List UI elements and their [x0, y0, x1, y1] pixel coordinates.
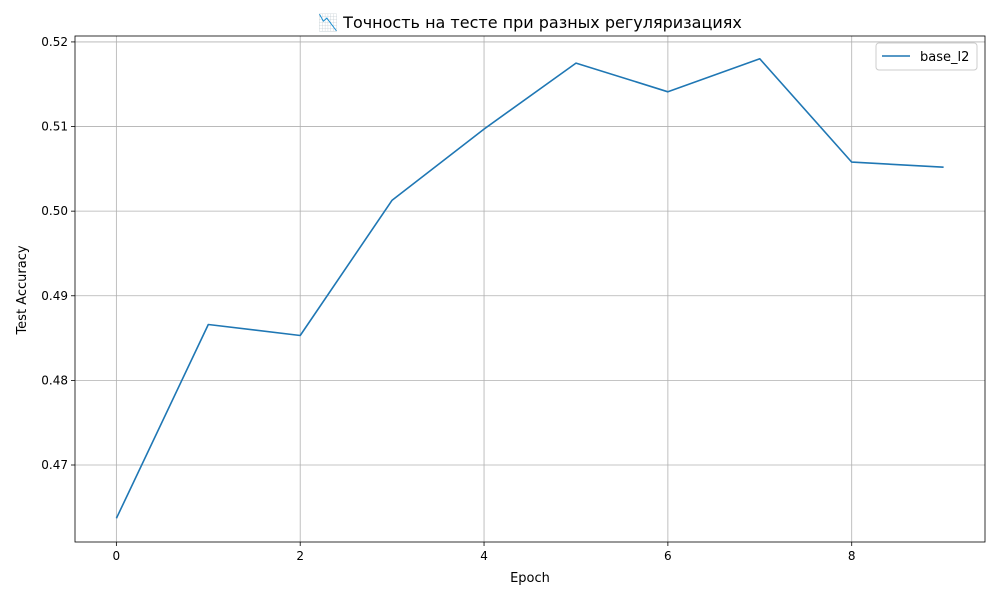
x-tick-label: 0 [113, 549, 121, 563]
x-axis-ticks: 0 2 4 6 8 [113, 542, 856, 563]
legend: base_l2 [875, 42, 978, 71]
plot-frame [74, 35, 986, 543]
series-layer [115, 57, 944, 519]
x-tick-label: 4 [480, 549, 488, 563]
y-tick-label: 0.49 [41, 289, 68, 303]
x-tick-label: 2 [296, 549, 304, 563]
legend-label-base-l2: base_l2 [920, 50, 969, 65]
y-tick-label: 0.47 [41, 458, 68, 472]
chart-title: 📉 Точность на тесте при разных регуляриз… [318, 13, 742, 32]
legend-box [875, 42, 978, 71]
y-tick-label: 0.52 [41, 35, 68, 49]
x-tick-label: 8 [848, 549, 856, 563]
y-tick-label: 0.48 [41, 373, 68, 387]
y-axis-ticks: 0.47 0.48 0.49 0.50 0.51 0.52 [41, 35, 75, 472]
x-axis-label: Epoch [510, 571, 550, 586]
y-tick-label: 0.51 [41, 120, 68, 134]
y-tick-label: 0.50 [41, 204, 68, 218]
grid-lines [75, 36, 985, 542]
y-axis-label: Test Accuracy [15, 245, 30, 335]
x-tick-label: 6 [664, 549, 672, 563]
series-line-base-l2 [115, 57, 944, 519]
